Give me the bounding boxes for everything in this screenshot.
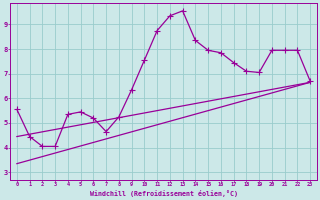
X-axis label: Windchill (Refroidissement éolien,°C): Windchill (Refroidissement éolien,°C) xyxy=(90,190,237,197)
